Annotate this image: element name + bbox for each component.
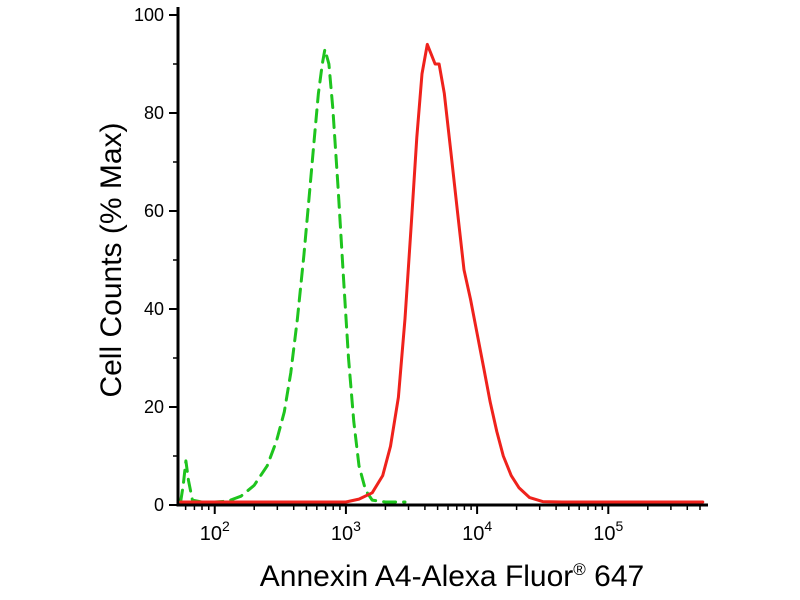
x-axis-label: Annexin A4-Alexa Fluor® 647: [260, 560, 644, 594]
registered-trademark-symbol: ®: [573, 560, 586, 579]
series-red-solid-peak: [179, 42, 705, 504]
svg-text:60: 60: [144, 201, 164, 221]
svg-text:20: 20: [144, 397, 164, 417]
svg-text:103: 103: [331, 518, 361, 545]
svg-text:100: 100: [134, 5, 164, 25]
svg-text:104: 104: [462, 518, 492, 545]
x-axis-label-base: Annexin A4-Alexa Fluor: [259, 560, 574, 593]
svg-text:80: 80: [144, 103, 164, 123]
svg-text:102: 102: [200, 518, 230, 545]
svg-text:40: 40: [144, 299, 164, 319]
x-axis-label-suffix: 647: [585, 560, 645, 593]
svg-text:105: 105: [593, 518, 623, 545]
y-axis-label: Cell Counts (% Max): [95, 122, 128, 398]
svg-text:0: 0: [154, 495, 164, 515]
series-green-dashed-peak: [179, 47, 407, 504]
